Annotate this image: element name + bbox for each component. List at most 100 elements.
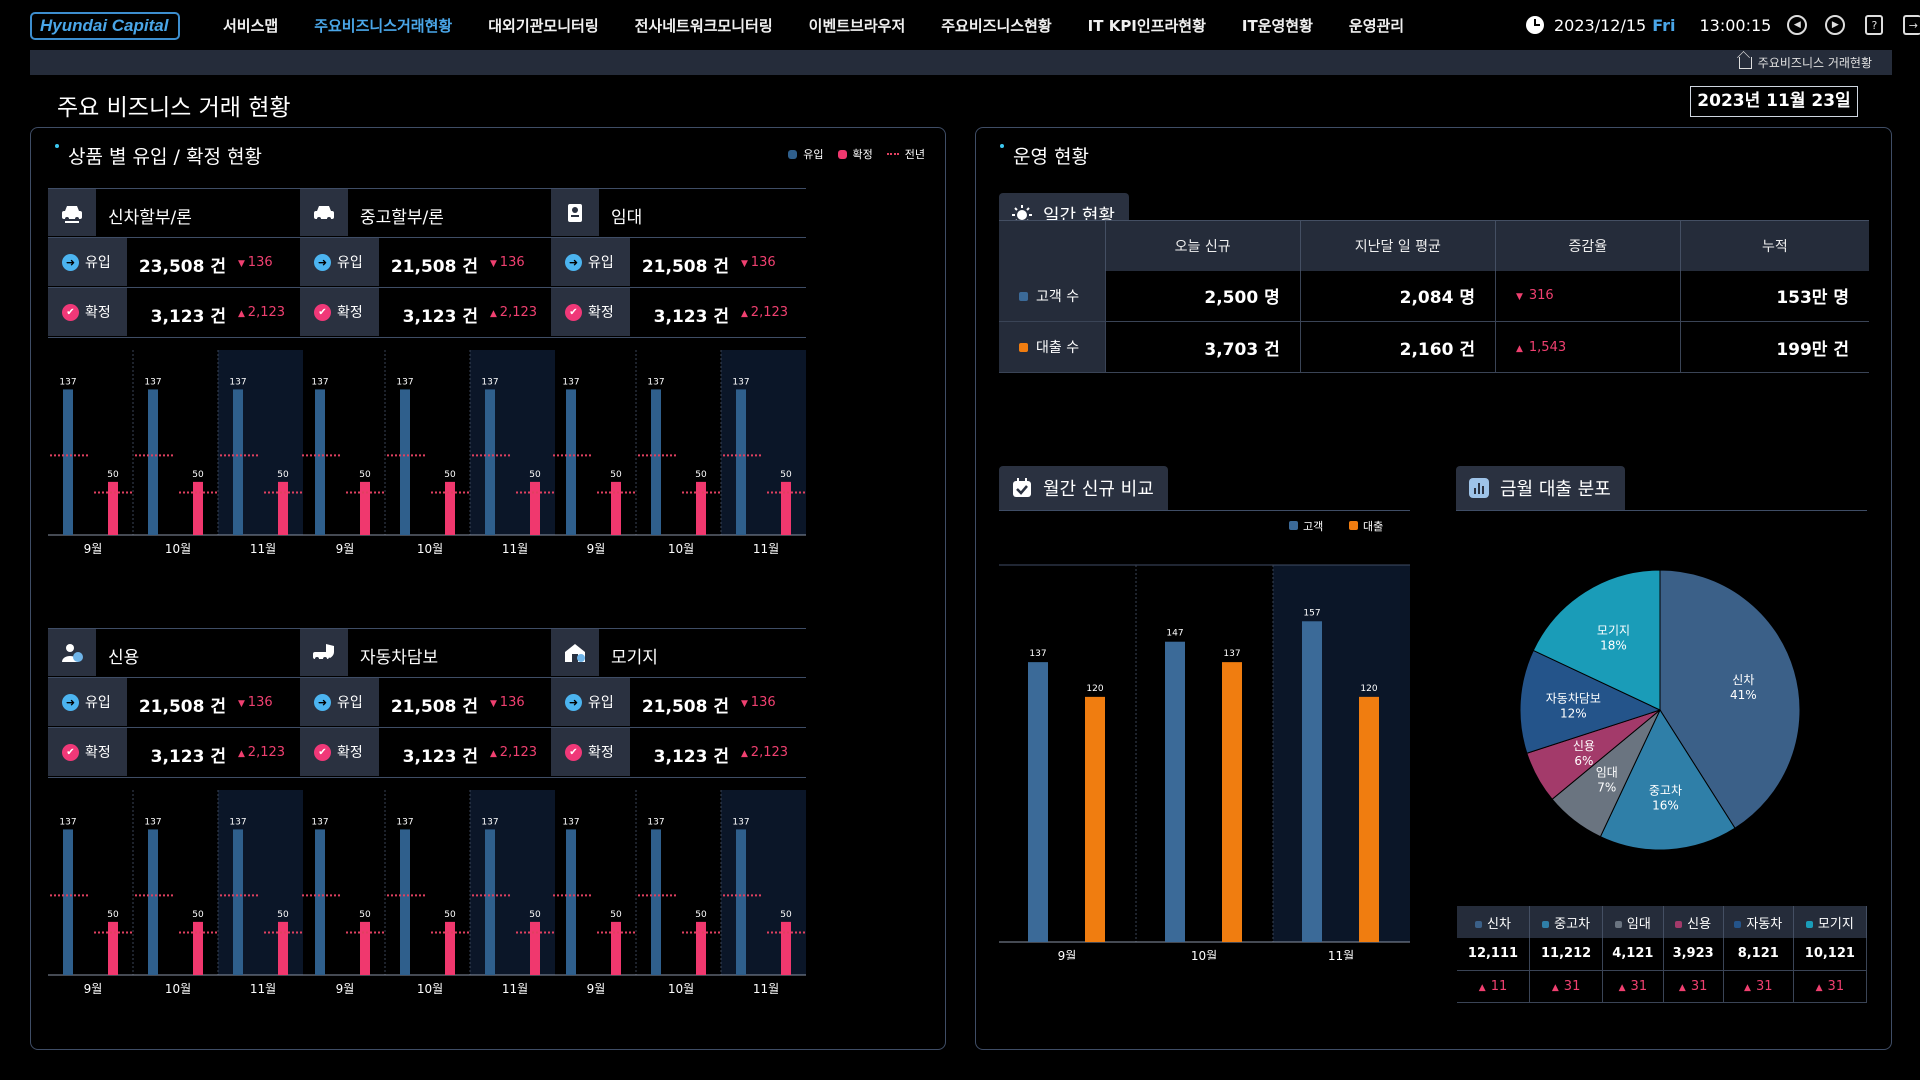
inflow-bar-label: 137 (396, 377, 413, 387)
daily-today: 2,500 명 (1105, 270, 1301, 322)
product-inflow-label-cell: ➜ 유입 (48, 678, 127, 726)
x-tick-label: 10월 (417, 542, 443, 556)
loan-bar (1222, 662, 1242, 942)
pie-slice-value: 18% (1600, 639, 1627, 653)
tab-monthly[interactable]: 월간 신규 비교 (999, 466, 1168, 510)
bar-chart-icon (1468, 477, 1490, 499)
product-mini-chart: 137 50 9월 137 50 10월 137 50 11월 (551, 350, 806, 556)
home-icon[interactable] (1738, 56, 1752, 69)
monthly-divider (999, 510, 1410, 511)
legend-prior-label: 전년 (904, 148, 925, 161)
logout-icon[interactable]: → (1903, 15, 1920, 35)
confirm-bar (360, 921, 370, 975)
distribution-delta-value: 11 (1490, 978, 1508, 994)
inflow-bar (736, 389, 746, 535)
confirm-bar-label: 50 (359, 910, 371, 920)
confirm-bar-label: 50 (444, 470, 456, 480)
confirm-bar (278, 481, 288, 535)
inflow-icon: ➜ (314, 253, 331, 271)
inflow-bar (485, 829, 495, 975)
inflow-bar (148, 829, 158, 975)
menu-item-5[interactable]: 주요비즈니스현황 (941, 16, 1052, 35)
daily-header-total: 누적 (1680, 220, 1869, 271)
breadcrumb: 주요비즈니스 거래현황 (1738, 54, 1872, 71)
distribution-delta: ▲ 31 (1529, 970, 1604, 1003)
confirm-bar-label: 50 (359, 470, 371, 480)
product-confirm-row: ✔ 확정 3,123 건 2,123 (551, 288, 806, 338)
distribution-delta-value: 31 (1755, 978, 1773, 994)
tab-distribution[interactable]: 금월 대출 분포 (1456, 466, 1625, 510)
product-confirm-value: 3,123 건 (653, 747, 729, 767)
distribution-delta: ▲ 31 (1793, 970, 1868, 1003)
menu-item-0[interactable]: 서비스맵 (223, 16, 279, 35)
inflow-bar-label: 137 (144, 377, 161, 387)
loan-bar (1359, 696, 1379, 942)
highlight-column (721, 350, 806, 535)
x-tick-label: 11월 (502, 542, 528, 556)
customer-bar-label: 147 (1166, 629, 1183, 639)
inflow-bar (233, 829, 243, 975)
product-panel: 상품 별 유입 / 확정 현황 유입 확정 전년 신차할부/론 ➜ 유입 23,508… (30, 127, 946, 1050)
inflow-bar (315, 829, 325, 975)
inflow-bar-label: 137 (311, 817, 328, 827)
brand-logo[interactable]: Hyundai Capital (30, 12, 180, 40)
daily-delta-value: 1,543 (1528, 339, 1567, 355)
loan-bar-label: 120 (1360, 684, 1377, 694)
tab-monthly-label: 월간 신규 비교 (1043, 479, 1154, 500)
confirm-bar (530, 921, 540, 975)
used-car-icon (300, 189, 348, 236)
play-icon[interactable]: ▶ (1825, 15, 1846, 35)
daily-delta: ▲ 1,543 (1495, 321, 1681, 373)
product-inflow-label: 유입 (85, 695, 111, 711)
menu-item-6[interactable]: IT KPI인프라현황 (1087, 16, 1206, 35)
confirm-bar-label: 50 (610, 470, 622, 480)
distribution-swatch (1542, 920, 1550, 928)
menu-item-3[interactable]: 전사네트워크모니터링 (634, 16, 773, 35)
distribution-header-row: 신차 중고차 임대 신용 자동차 모기지 (1457, 906, 1868, 938)
distribution-header-label: 중고차 (1554, 916, 1591, 932)
confirm-bar-label: 50 (107, 470, 119, 480)
menu-item-1[interactable]: 주요비즈니스거래현황 (314, 16, 453, 35)
product-mini-chart: 137 50 9월 137 50 10월 137 50 11월 (48, 350, 303, 556)
distribution-delta-arrow: ▲ (1815, 982, 1823, 993)
daily-row-label-text: 대출 수 (1036, 340, 1080, 356)
distribution-swatch (1614, 920, 1622, 928)
inflow-bar-label: 137 (229, 817, 246, 827)
confirm-bar-label: 50 (192, 910, 204, 920)
pie-slice-label: 중고차 (1649, 784, 1682, 798)
product-confirm-label: 확정 (337, 305, 363, 321)
confirm-icon: ✔ (565, 303, 582, 321)
daily-row: 대출 수 3,703 건 2,160 건 ▲ 1,543 199만 건 (999, 321, 1869, 373)
distribution-value: 10,121 (1793, 938, 1868, 971)
prev-icon[interactable]: ◀ (1787, 15, 1808, 35)
menu-item-8[interactable]: 운영관리 (1348, 16, 1405, 35)
monthly-legend-loan-swatch (1349, 521, 1358, 530)
daily-total: 199만 건 (1680, 321, 1869, 373)
distribution-delta-arrow: ▲ (1551, 982, 1559, 993)
report-date[interactable]: 2023년 11월 23일 (1690, 86, 1858, 117)
inflow-bar-label: 137 (396, 817, 413, 827)
inflow-bar-label: 137 (732, 817, 749, 827)
menu-item-7[interactable]: IT운영현황 (1241, 16, 1313, 35)
x-tick-label: 9월 (336, 542, 355, 556)
distribution-header-label: 임대 (1626, 916, 1651, 932)
product-confirm-value: 3,123 건 (653, 307, 729, 327)
daily-delta-value: 316 (1528, 288, 1554, 304)
product-inflow-label-cell: ➜ 유입 (48, 238, 127, 286)
confirm-bar (108, 481, 118, 535)
product-confirm-delta: 2,123 (238, 745, 285, 760)
inflow-bar-label: 137 (144, 817, 161, 827)
menu-item-2[interactable]: 대외기관모니터링 (488, 16, 599, 35)
distribution-delta: ▲ 31 (1663, 970, 1724, 1003)
product-card-header: 신차할부/론 (48, 188, 303, 238)
confirm-bar-label: 50 (107, 910, 119, 920)
help-icon[interactable]: ? (1865, 15, 1884, 35)
menu-item-4[interactable]: 이벤트브라우저 (808, 16, 906, 35)
pie-slice-label: 신차 (1732, 673, 1754, 687)
distribution-header: 자동차 (1723, 906, 1794, 938)
product-mini-chart: 137 50 9월 137 50 10월 137 50 11월 (48, 790, 303, 996)
pie-slice-label: 모기지 (1597, 624, 1630, 638)
x-tick-label: 10월 (165, 982, 191, 996)
product-inflow-label-cell: ➜ 유입 (551, 238, 630, 286)
